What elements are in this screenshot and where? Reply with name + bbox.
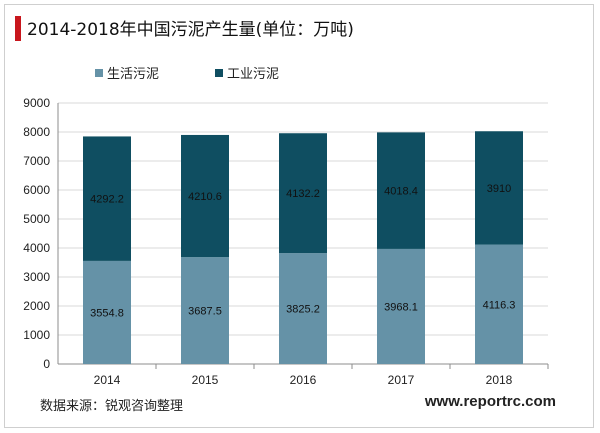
bar-segment — [181, 257, 229, 364]
data-label: 4018.4 — [384, 186, 418, 198]
bar-segment — [377, 248, 425, 364]
data-label: 4292.2 — [90, 194, 124, 206]
data-label: 3687.5 — [188, 306, 222, 318]
y-tick-label: 0 — [43, 357, 50, 371]
bar-segment — [475, 244, 523, 364]
x-tick-label: 2017 — [388, 373, 415, 387]
bar-segment — [279, 253, 327, 364]
x-tick-label: 2018 — [486, 373, 513, 387]
chart-title: 2014-2018年中国污泥产生量(单位：万吨) — [27, 20, 354, 40]
data-label: 3825.2 — [286, 304, 320, 316]
bar-segment — [279, 133, 327, 254]
data-label: 3910 — [487, 183, 511, 195]
bar-segment — [475, 131, 523, 245]
x-tick-label: 2014 — [94, 373, 121, 387]
y-tick-label: 7000 — [23, 154, 50, 168]
x-tick-label: 2016 — [290, 373, 317, 387]
legend-label: 工业污泥 — [227, 67, 279, 82]
data-label: 3554.8 — [90, 307, 124, 319]
y-tick-label: 8000 — [23, 125, 50, 139]
y-tick-label: 4000 — [23, 241, 50, 255]
data-source: 数据来源：锐观咨询整理 — [40, 399, 184, 414]
data-label: 4210.6 — [188, 191, 222, 203]
y-tick-label: 6000 — [23, 183, 50, 197]
data-label: 4132.2 — [286, 188, 320, 200]
title-accent-bar — [15, 16, 21, 41]
y-tick-label: 2000 — [23, 299, 50, 313]
legend-label: 生活污泥 — [107, 67, 159, 82]
y-tick-label: 1000 — [23, 328, 50, 342]
legend-swatch — [95, 69, 103, 77]
bar-segment — [181, 134, 229, 258]
bar-segment — [83, 260, 131, 364]
bar-segment — [377, 132, 425, 249]
legend-swatch — [215, 69, 223, 77]
y-tick-label: 3000 — [23, 270, 50, 284]
y-tick-label: 9000 — [23, 96, 50, 110]
website-url: www.reportrc.com — [424, 393, 556, 410]
data-label: 4116.3 — [483, 299, 516, 311]
y-tick-label: 5000 — [23, 212, 50, 226]
x-tick-label: 2015 — [192, 373, 219, 387]
data-label: 3968.1 — [384, 301, 418, 313]
bar-segment — [83, 136, 131, 261]
